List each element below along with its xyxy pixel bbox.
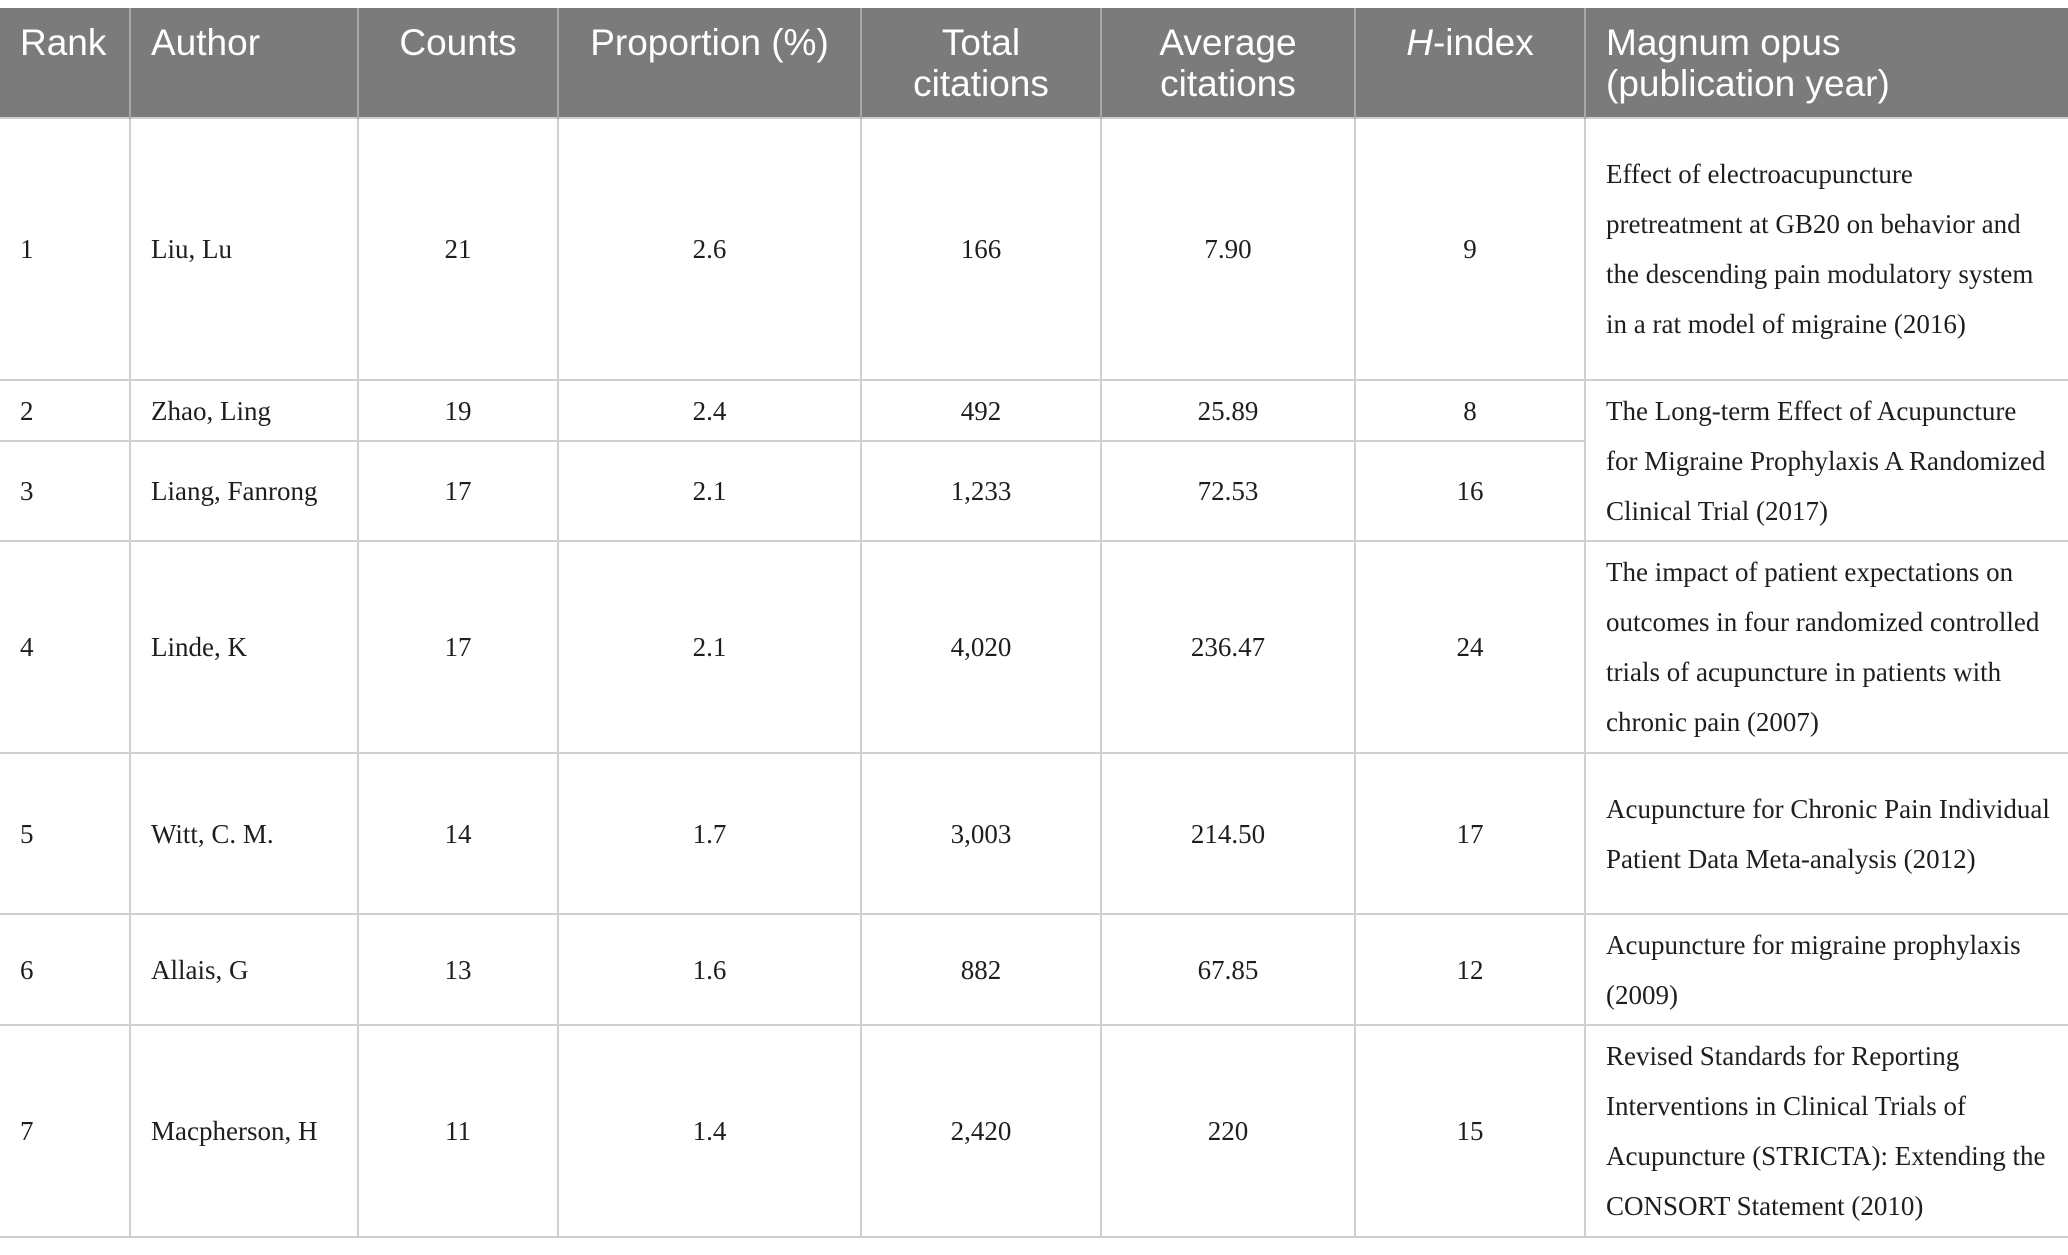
cell-proportion: 2.1 xyxy=(557,440,862,542)
cell-author: Linde, K xyxy=(129,540,359,754)
cell-average-citations: 220 xyxy=(1100,1024,1356,1238)
cell-rank: 5 xyxy=(0,752,131,915)
header-average-citations-line2: citations xyxy=(1160,63,1296,104)
cell-proportion: 1.6 xyxy=(557,913,862,1026)
cell-author: Witt, C. M. xyxy=(129,752,359,915)
cell-rank: 6 xyxy=(0,913,131,1026)
table-row: 3 Liang, Fanrong 17 2.1 1,233 72.53 16 xyxy=(0,440,2068,542)
cell-h-index: 17 xyxy=(1354,752,1586,915)
cell-average-citations: 72.53 xyxy=(1100,440,1356,542)
header-average-citations-line1: Average xyxy=(1159,22,1297,63)
header-total-citations-line2: citations xyxy=(913,63,1049,104)
cell-author: Zhao, Ling xyxy=(129,379,359,442)
cell-h-index: 12 xyxy=(1354,913,1586,1026)
cell-rank: 2 xyxy=(0,379,131,442)
header-magnum-opus: Magnum opus (publication year) xyxy=(1584,8,2068,118)
cell-magnum-opus: Acupuncture for migraine prophylaxis (20… xyxy=(1584,913,2068,1026)
table-row: 1 Liu, Lu 21 2.6 166 7.90 9 Effect of el… xyxy=(0,117,2068,381)
header-total-citations-line1: Total xyxy=(941,22,1021,63)
table-row: 7 Macpherson, H 11 1.4 2,420 220 15 Revi… xyxy=(0,1024,2068,1238)
header-h-index: H-index xyxy=(1354,8,1585,118)
cell-total-citations: 166 xyxy=(860,117,1102,381)
table-row: 6 Allais, G 13 1.6 882 67.85 12 Acupunct… xyxy=(0,913,2068,1026)
header-proportion: Proportion (%) xyxy=(557,8,861,118)
cell-magnum-opus: The impact of patient expectations on ou… xyxy=(1584,540,2068,754)
cell-average-citations: 236.47 xyxy=(1100,540,1356,754)
cell-average-citations: 7.90 xyxy=(1100,117,1356,381)
cell-counts: 17 xyxy=(357,540,559,754)
cell-rank: 4 xyxy=(0,540,131,754)
cell-rank: 7 xyxy=(0,1024,131,1238)
cell-average-citations: 25.89 xyxy=(1100,379,1356,442)
cell-total-citations: 882 xyxy=(860,913,1102,1026)
header-counts: Counts xyxy=(357,8,558,118)
cell-total-citations: 4,020 xyxy=(860,540,1102,754)
cell-h-index: 16 xyxy=(1354,440,1585,542)
cell-proportion: 1.7 xyxy=(557,752,862,915)
cell-h-index: 24 xyxy=(1354,540,1586,754)
header-h-index-letter: H xyxy=(1406,22,1433,63)
cell-total-citations: 2,420 xyxy=(860,1024,1102,1238)
cell-rank: 1 xyxy=(0,117,131,381)
cell-rank: 3 xyxy=(0,440,131,542)
cell-counts: 13 xyxy=(357,913,559,1026)
cell-counts: 11 xyxy=(357,1024,559,1238)
cell-total-citations: 3,003 xyxy=(860,752,1102,915)
cell-author: Liang, Fanrong xyxy=(129,440,359,542)
table-row: 5 Witt, C. M. 14 1.7 3,003 214.50 17 Acu… xyxy=(0,752,2068,915)
cell-h-index: 9 xyxy=(1354,117,1586,381)
cell-author: Liu, Lu xyxy=(129,117,359,381)
header-rank: Rank xyxy=(0,8,130,118)
table-row: 4 Linde, K 17 2.1 4,020 236.47 24 The im… xyxy=(0,540,2068,754)
cell-total-citations: 1,233 xyxy=(860,440,1102,542)
header-total-citations: Total citations xyxy=(860,8,1101,118)
cell-counts: 17 xyxy=(357,440,559,542)
cell-magnum-opus: Effect of electroacupuncture pretreatmen… xyxy=(1584,117,2068,381)
table-frame: Rank Author Counts Proportion (%) Total c… xyxy=(0,8,2068,1238)
cell-proportion: 1.4 xyxy=(557,1024,862,1238)
header-row: Rank Author Counts Proportion (%) Total c… xyxy=(0,8,2068,118)
cell-counts: 19 xyxy=(357,379,559,442)
table-row: 2 Zhao, Ling 19 2.4 492 25.89 8 The Long… xyxy=(0,379,2068,542)
cell-magnum-opus: The Long-term Effect of Acupuncture for … xyxy=(1584,379,2068,542)
header-h-index-rest: -index xyxy=(1432,22,1534,63)
header-magnum-opus-line2: (publication year) xyxy=(1606,63,1890,104)
cell-counts: 21 xyxy=(357,117,559,381)
cell-proportion: 2.6 xyxy=(557,117,862,381)
cell-average-citations: 214.50 xyxy=(1100,752,1356,915)
cell-h-index: 8 xyxy=(1354,379,1586,442)
cell-proportion: 2.4 xyxy=(557,379,862,442)
cell-author: Macpherson, H xyxy=(129,1024,359,1238)
cell-magnum-opus: Revised Standards for Reporting Interven… xyxy=(1584,1024,2068,1238)
header-magnum-opus-line1: Magnum opus xyxy=(1606,22,1841,63)
header-average-citations: Average citations xyxy=(1100,8,1355,118)
cell-proportion: 2.1 xyxy=(557,540,862,754)
top-authors-table: Rank Author Counts Proportion (%) Total c… xyxy=(0,8,2068,1238)
header-author: Author xyxy=(129,8,358,118)
cell-counts: 14 xyxy=(357,752,559,915)
cell-magnum-opus: Acupuncture for Chronic Pain Individual … xyxy=(1584,752,2068,915)
cell-h-index: 15 xyxy=(1354,1024,1586,1238)
cell-average-citations: 67.85 xyxy=(1100,913,1356,1026)
cell-total-citations: 492 xyxy=(860,379,1102,442)
cell-author: Allais, G xyxy=(129,913,359,1026)
